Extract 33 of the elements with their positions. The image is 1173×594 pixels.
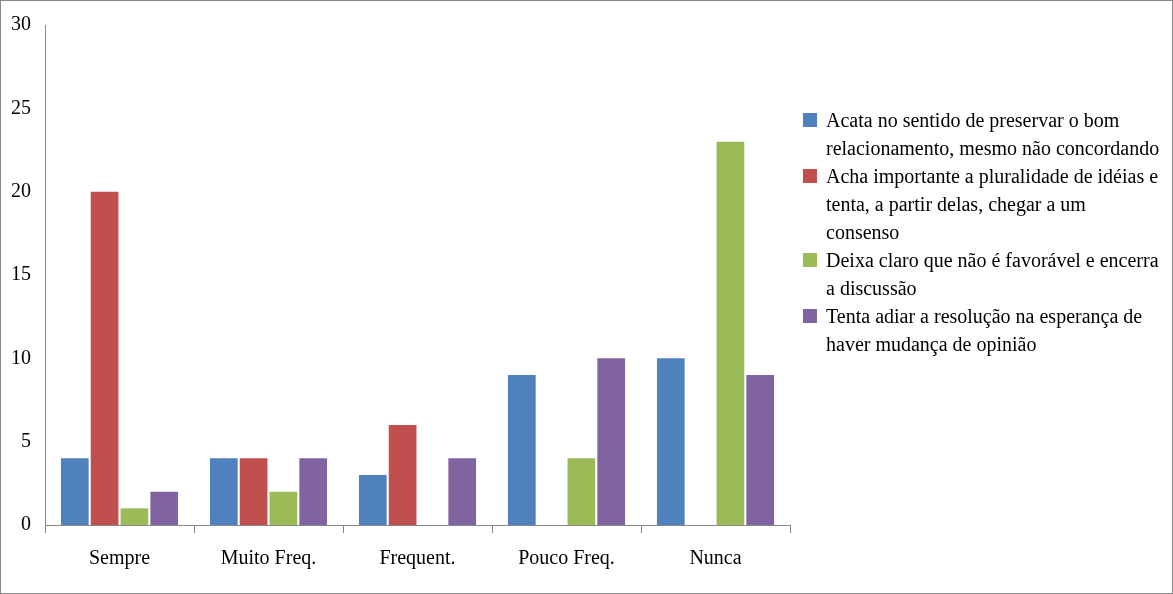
bar xyxy=(507,375,536,525)
x-tick-label: Nunca xyxy=(689,546,742,569)
y-tick-label: 0 xyxy=(21,512,31,535)
bar xyxy=(90,191,119,525)
bar xyxy=(656,358,685,525)
x-tick-label: Frequent. xyxy=(379,546,456,570)
bar xyxy=(299,458,328,525)
bar xyxy=(120,508,149,525)
bar xyxy=(746,375,775,525)
y-tick-label: 30 xyxy=(11,12,31,35)
bar xyxy=(60,458,89,525)
legend-label: Acha importante a pluralidade de idéias e tenta, a partir delas, chegar a um consenso xyxy=(826,164,1160,245)
legend-label: Deixa claro que não é favorável e encerra a discussão xyxy=(826,248,1160,301)
legend-label: Tenta adiar a resolução na esperança de haver mudança de opinião xyxy=(826,304,1144,358)
legend-label: Acata no sentido de preservar o bom relacionamento, mesmo não concordando xyxy=(826,108,1161,161)
bar xyxy=(567,458,596,525)
x-tick-label: Sempre xyxy=(88,546,151,570)
bar xyxy=(239,458,268,525)
y-tick-label: 15 xyxy=(11,262,31,285)
x-tick-label: Pouco Freq. xyxy=(518,546,615,570)
bar xyxy=(448,458,477,525)
y-tick-label: 10 xyxy=(11,345,31,368)
x-tick-label: Muito Freq. xyxy=(220,546,317,570)
bar xyxy=(150,491,179,525)
bar xyxy=(597,358,626,525)
y-tick-label: 5 xyxy=(21,428,31,451)
bar xyxy=(269,491,298,525)
bar xyxy=(358,475,387,525)
bar xyxy=(716,141,745,525)
y-tick-label: 20 xyxy=(11,178,31,201)
bar xyxy=(388,425,417,525)
y-tick-label: 25 xyxy=(11,95,31,118)
bar xyxy=(209,458,238,525)
